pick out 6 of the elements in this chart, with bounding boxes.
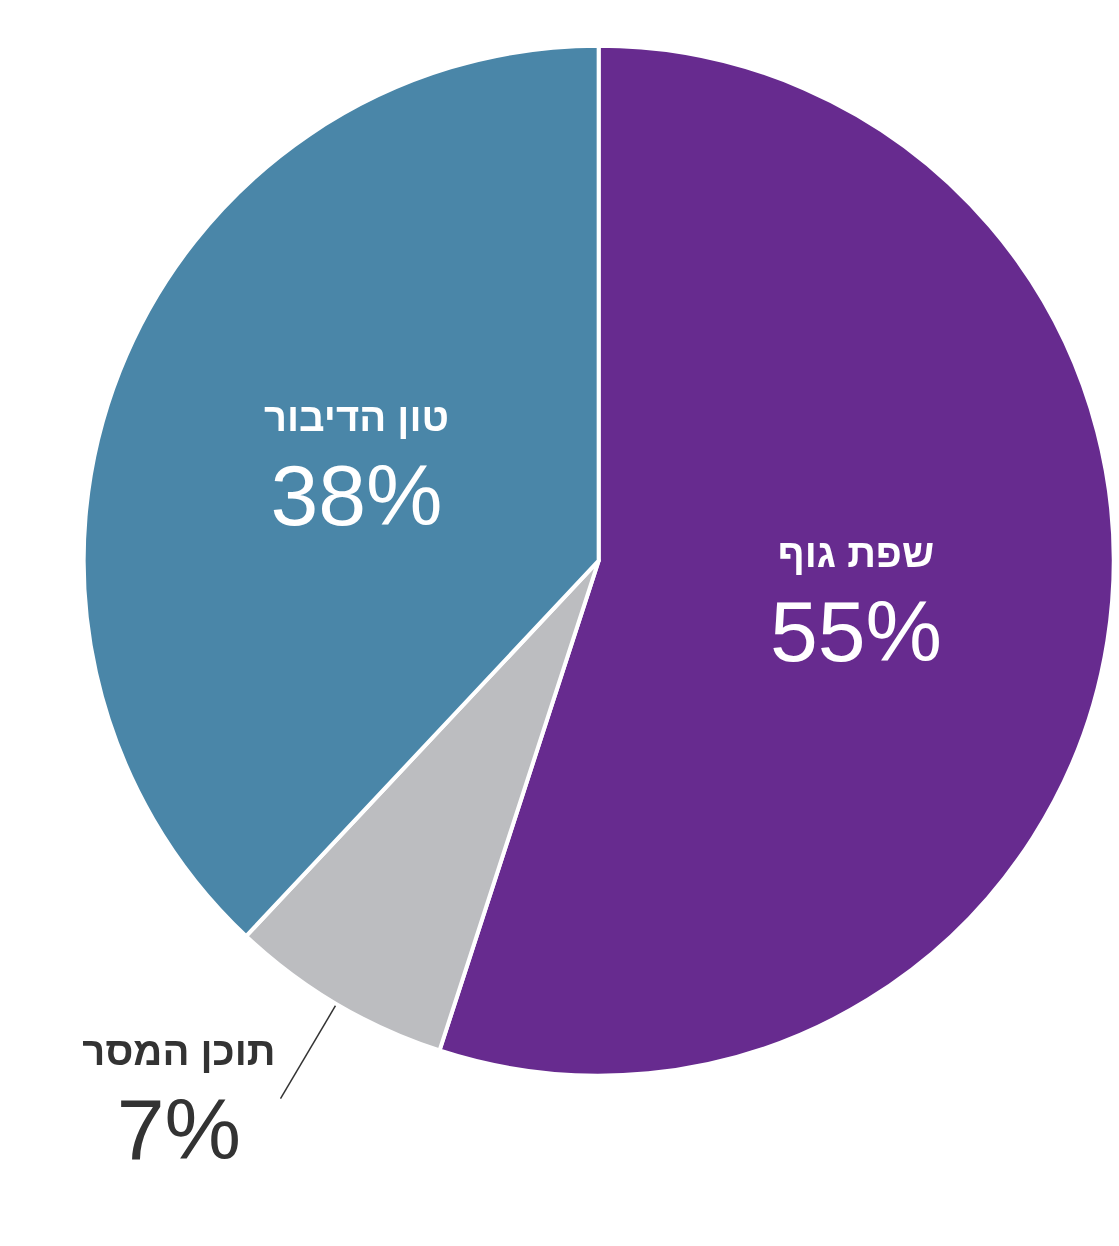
- slice-label: טון הדיבור: [263, 394, 449, 439]
- data-label: 7%: [116, 1080, 242, 1177]
- slice-label: תוכן המסר: [82, 1028, 276, 1073]
- data-label: 38%: [270, 446, 443, 543]
- slice-label: שפת גוף: [777, 531, 935, 576]
- data-label: 55%: [769, 583, 943, 680]
